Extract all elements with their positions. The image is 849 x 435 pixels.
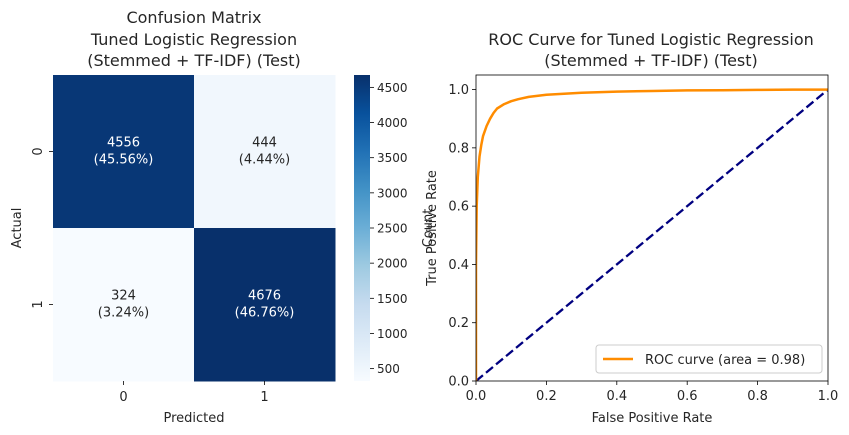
cm-title-line-3: (Stemmed + TF-IDF) (Test) [87, 51, 301, 70]
cm-ylabel: Actual [10, 208, 25, 249]
colorbar-tick-label: 1000 [377, 327, 408, 341]
cm-title-line-1: Confusion Matrix [126, 8, 261, 27]
roc-chance-line [476, 88, 828, 381]
colorbar-ticks: 500 1000 1500 2000 2500 3000 3500 4000 4500 [370, 81, 408, 376]
cm-axes: 0 1 0 1 [31, 147, 269, 405]
roc-ticks: 0.0 0.2 0.4 0.6 0.8 1.0 0.0 0.2 0.4 0.6 0.8 1.0 [448, 83, 838, 404]
roc-ytick-label: 0.8 [448, 141, 469, 156]
colorbar-tick-label: 2500 [377, 222, 408, 236]
roc-ylabel: True Positive Rate [425, 170, 440, 287]
roc-plot-area [476, 75, 828, 381]
roc-plot-frame [475, 74, 829, 382]
colorbar-tick-label: 1500 [377, 292, 408, 306]
roc-title-line-1: ROC Curve for Tuned Logistic Regression [488, 30, 814, 49]
colorbar-tick-label: 4500 [377, 81, 408, 95]
colorbar-tick-label: 500 [377, 362, 400, 376]
cm-cell [53, 75, 195, 229]
colorbar-tick-label: 2000 [377, 257, 408, 271]
cm-xtick-label: 1 [260, 390, 268, 405]
roc-xtick-label: 0.0 [466, 389, 487, 404]
roc-legend: ROC curve (area = 0.98) [595, 344, 823, 374]
cm-cells: 4556 (45.56%) 444 (4.44%) 324 (3.24%) 4676 (46.… [53, 75, 336, 382]
cm-xlabel: Predicted [163, 411, 224, 426]
colorbar-tick-label: 4000 [377, 116, 408, 130]
roc-lines [476, 88, 828, 381]
roc-xtick-label: 0.4 [606, 389, 627, 404]
roc-legend-box [595, 344, 823, 374]
cm-cell [53, 228, 195, 382]
colorbar-tick-label: 3000 [377, 186, 408, 200]
roc-curve-line [476, 88, 828, 381]
roc-xtick-label: 1.0 [818, 389, 839, 404]
roc-panel: ROC Curve for Tuned Logistic Regression … [425, 30, 838, 426]
cm-cell-label: 4556 (45.56%) [94, 136, 154, 168]
confusion-matrix-panel: Confusion Matrix Tuned Logistic Regressi… [10, 8, 336, 426]
colorbar-label: Count [421, 209, 436, 248]
roc-ytick-label: 0.4 [448, 258, 469, 273]
colorbar: 500 1000 1500 2000 2500 3000 3500 4000 4500 Coun… [354, 75, 436, 381]
roc-ytick-label: 0.2 [448, 316, 469, 331]
roc-xtick-label: 0.2 [536, 389, 557, 404]
roc-title-line-2: (Stemmed + TF-IDF) (Test) [544, 51, 758, 70]
roc-ytick-label: 0.0 [448, 375, 469, 390]
cm-ytick-label: 1 [31, 300, 46, 308]
cm-xtick-label: 0 [119, 390, 127, 405]
cm-title-line-2: Tuned Logistic Regression [90, 30, 297, 49]
cm-cell-label: 324 (3.24%) [98, 289, 149, 321]
roc-ytick-label: 1.0 [448, 83, 469, 98]
roc-legend-label: ROC curve (area = 0.98) [645, 353, 805, 368]
colorbar-gradient [354, 75, 370, 381]
cm-cell-label: 4676 (46.76%) [235, 289, 295, 321]
roc-ytick-label: 0.6 [448, 200, 469, 215]
colorbar-tick-label: 3500 [377, 151, 408, 165]
cm-ytick-label: 0 [31, 147, 46, 155]
cm-cell [194, 75, 336, 229]
roc-xtick-label: 0.8 [747, 389, 768, 404]
cm-cell-label: 444 (4.44%) [239, 136, 290, 168]
roc-xlabel: False Positive Rate [592, 411, 713, 426]
roc-xtick-label: 0.6 [677, 389, 698, 404]
cm-cell [194, 228, 336, 382]
